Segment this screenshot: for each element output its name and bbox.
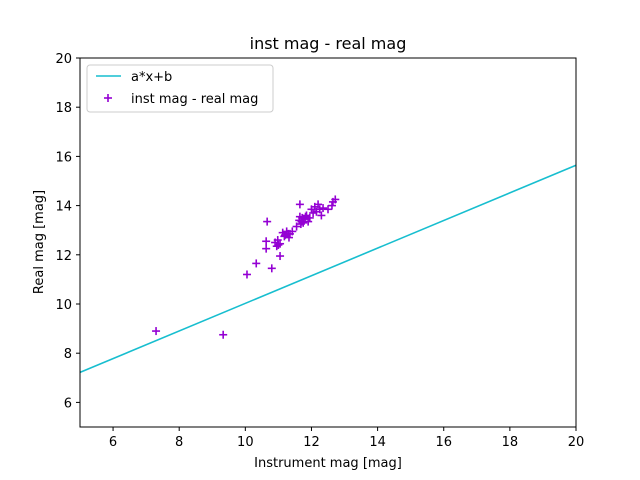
data-point — [284, 233, 293, 242]
x-axis-label: Instrument mag [mag] — [254, 456, 402, 471]
y-tick-label: 8 — [64, 347, 72, 362]
data-point — [262, 237, 271, 246]
y-tick-label: 14 — [55, 200, 72, 215]
x-tick-label: 8 — [175, 435, 183, 450]
y-tick-label: 10 — [55, 298, 72, 313]
y-tick-label: 16 — [55, 150, 72, 165]
x-tick-label: 10 — [237, 435, 254, 450]
data-point — [252, 259, 261, 268]
legend-marker-swatch — [104, 94, 112, 102]
y-tick-label: 6 — [64, 396, 72, 411]
x-tick-label: 14 — [369, 435, 386, 450]
data-point — [301, 212, 310, 221]
chart-title: inst mag - real mag — [250, 34, 407, 53]
data-point — [305, 213, 314, 222]
legend-box — [86, 64, 274, 113]
data-point — [267, 264, 276, 273]
data-point — [219, 330, 228, 339]
y-tick-label: 12 — [55, 249, 72, 264]
data-point — [331, 195, 340, 204]
legend-label-fit: a*x+b — [131, 70, 172, 85]
y-axis: 6 8 10 12 14 16 18 20 — [55, 52, 80, 411]
data-point — [295, 200, 304, 209]
x-tick-label: 6 — [109, 435, 117, 450]
data-point — [314, 200, 323, 209]
data-point — [288, 227, 297, 236]
data-point — [274, 240, 283, 249]
data-point — [242, 270, 251, 279]
x-tick-label: 20 — [568, 435, 585, 450]
fit-line — [80, 164, 576, 374]
data-point — [276, 239, 285, 248]
data-point — [263, 217, 272, 226]
y-tick-label: 18 — [55, 101, 72, 116]
x-tick-label: 16 — [435, 435, 452, 450]
data-point — [152, 327, 161, 336]
data-point — [327, 201, 336, 210]
data-point — [304, 217, 313, 226]
axes-frame — [79, 57, 577, 428]
x-tick-label: 18 — [502, 435, 519, 450]
data-point — [317, 211, 326, 220]
series-layer — [80, 164, 576, 374]
legend-label-scatter: inst mag - real mag — [131, 92, 258, 107]
data-point — [299, 218, 308, 227]
y-axis-label: Real mag [mag] — [32, 190, 47, 294]
data-point — [319, 204, 328, 213]
data-point — [324, 205, 332, 214]
data-point — [262, 244, 271, 253]
y-tick-label: 20 — [55, 52, 72, 67]
x-tick-label: 12 — [303, 435, 320, 450]
legend: a*x+b inst mag - real mag — [86, 64, 274, 113]
data-point — [292, 222, 301, 231]
x-axis: 6 8 10 12 14 16 18 20 — [109, 427, 584, 450]
data-point — [276, 252, 285, 261]
